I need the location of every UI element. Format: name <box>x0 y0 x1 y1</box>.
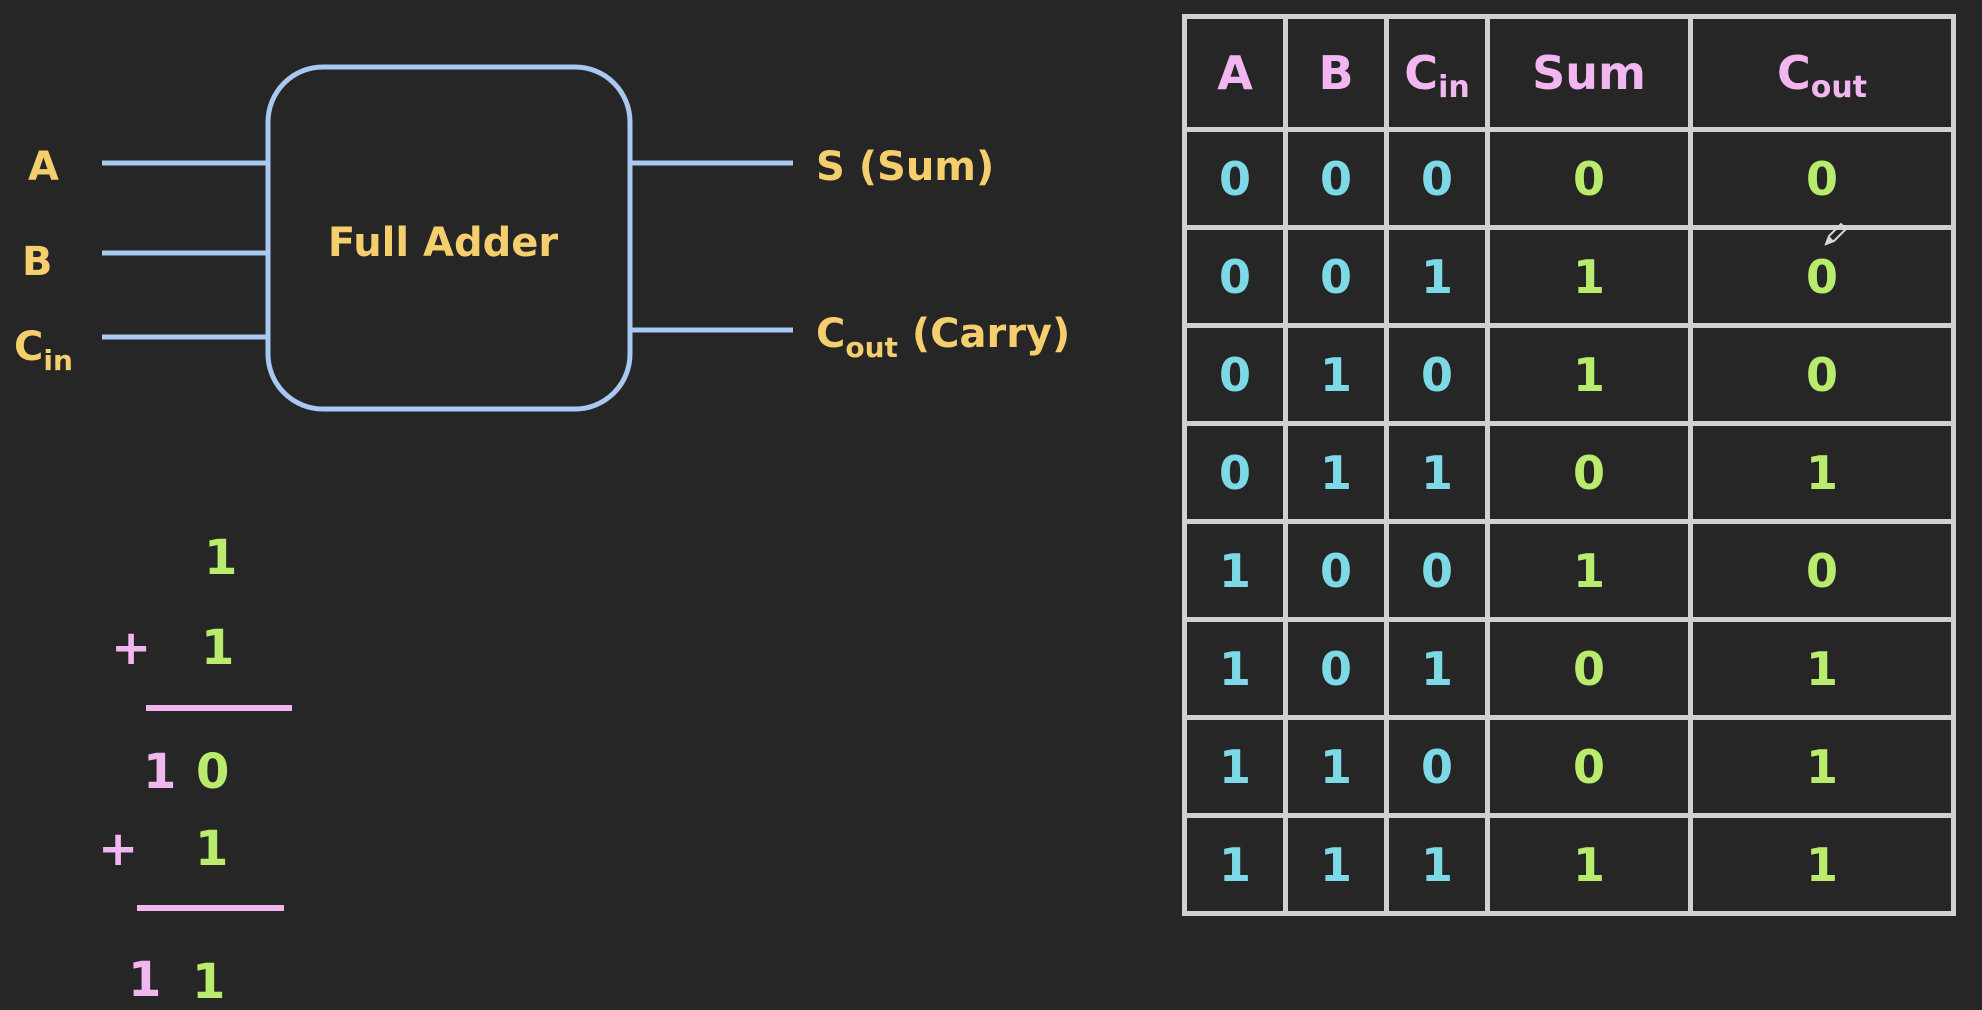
table-row: 1 1 1 1 1 <box>1182 813 1956 916</box>
table-row: 0 0 0 0 0 <box>1182 127 1956 230</box>
cell-a: 0 <box>1182 421 1288 524</box>
cell-a: 1 <box>1182 617 1288 720</box>
cell-cin: 1 <box>1384 421 1490 524</box>
cell-b: 0 <box>1283 127 1389 230</box>
cell-b: 0 <box>1283 519 1389 622</box>
cell-a: 0 <box>1182 225 1288 328</box>
cell-cin: 0 <box>1384 323 1490 426</box>
cell-a: 1 <box>1182 715 1288 818</box>
cell-b: 1 <box>1283 323 1389 426</box>
addition-operator-2: + <box>98 821 138 877</box>
cell-a: 1 <box>1182 519 1288 622</box>
input-label-cin: Cin <box>14 324 73 377</box>
cell-sum: 0 <box>1485 617 1693 720</box>
header-a: A <box>1182 14 1288 132</box>
cell-a: 1 <box>1182 813 1288 916</box>
cell-sum: 1 <box>1485 323 1693 426</box>
cell-cin: 0 <box>1384 127 1490 230</box>
table-row: 0 1 1 0 1 <box>1182 421 1956 524</box>
addition-result-carry-1: 1 <box>143 744 176 800</box>
header-sum: Sum <box>1485 14 1693 132</box>
header-b: B <box>1283 14 1389 132</box>
cell-a: 0 <box>1182 127 1288 230</box>
cell-cout: 0 <box>1688 127 1956 230</box>
cell-cin: 0 <box>1384 519 1490 622</box>
cell-cin: 1 <box>1384 813 1490 916</box>
addition-result-digit-2: 1 <box>192 954 225 1010</box>
cell-sum: 0 <box>1485 127 1693 230</box>
output-label-carry: Cout (Carry) <box>816 311 1070 364</box>
addition-result-digit-1: 0 <box>196 744 229 800</box>
cell-sum: 1 <box>1485 225 1693 328</box>
cell-cout: 0 <box>1688 323 1956 426</box>
table-row: 1 1 0 0 1 <box>1182 715 1956 818</box>
table-row: 1 0 0 1 0 <box>1182 519 1956 622</box>
cell-cout: 1 <box>1688 715 1956 818</box>
cell-sum: 0 <box>1485 715 1693 818</box>
block-label: Full Adder <box>328 220 559 266</box>
input-label-a: A <box>28 144 59 190</box>
input-label-b: B <box>22 239 53 285</box>
cell-a: 0 <box>1182 323 1288 426</box>
table-row: 1 0 1 0 1 <box>1182 617 1956 720</box>
cell-b: 1 <box>1283 715 1389 818</box>
truth-table-header-row: A B Cin Sum Cout <box>1182 14 1956 132</box>
output-label-sum: S (Sum) <box>816 144 994 190</box>
truth-table: A B Cin Sum Cout 0 0 0 0 0 0 0 1 1 0 0 1… <box>1182 14 1956 916</box>
binary-addition-example: 1 + 1 1 0 + 1 1 1 <box>98 530 292 1010</box>
cell-cout: 0 <box>1688 519 1956 622</box>
table-row: 0 1 0 1 0 <box>1182 323 1956 426</box>
cell-cin: 1 <box>1384 225 1490 328</box>
cell-b: 1 <box>1283 421 1389 524</box>
pencil-icon <box>1824 222 1848 246</box>
cell-b: 1 <box>1283 813 1389 916</box>
cell-cout: 1 <box>1688 421 1956 524</box>
cell-cin: 0 <box>1384 715 1490 818</box>
header-cout: Cout <box>1688 14 1956 132</box>
cell-b: 0 <box>1283 617 1389 720</box>
cell-b: 0 <box>1283 225 1389 328</box>
full-adder-block <box>265 64 633 412</box>
cell-cout: 1 <box>1688 617 1956 720</box>
addition-addend-1: 1 <box>201 620 234 676</box>
cell-sum: 0 <box>1485 421 1693 524</box>
cell-cin: 1 <box>1384 617 1490 720</box>
addition-top-digit: 1 <box>204 530 237 586</box>
addition-operator-1: + <box>111 620 151 676</box>
cell-cout: 0 <box>1688 225 1956 328</box>
addition-result-carry-2: 1 <box>128 952 161 1008</box>
cell-sum: 1 <box>1485 519 1693 622</box>
addition-addend-2: 1 <box>195 821 228 877</box>
table-row: 0 0 1 1 0 <box>1182 225 1956 328</box>
cell-sum: 1 <box>1485 813 1693 916</box>
header-cin: Cin <box>1384 14 1490 132</box>
cell-cout: 1 <box>1688 813 1956 916</box>
